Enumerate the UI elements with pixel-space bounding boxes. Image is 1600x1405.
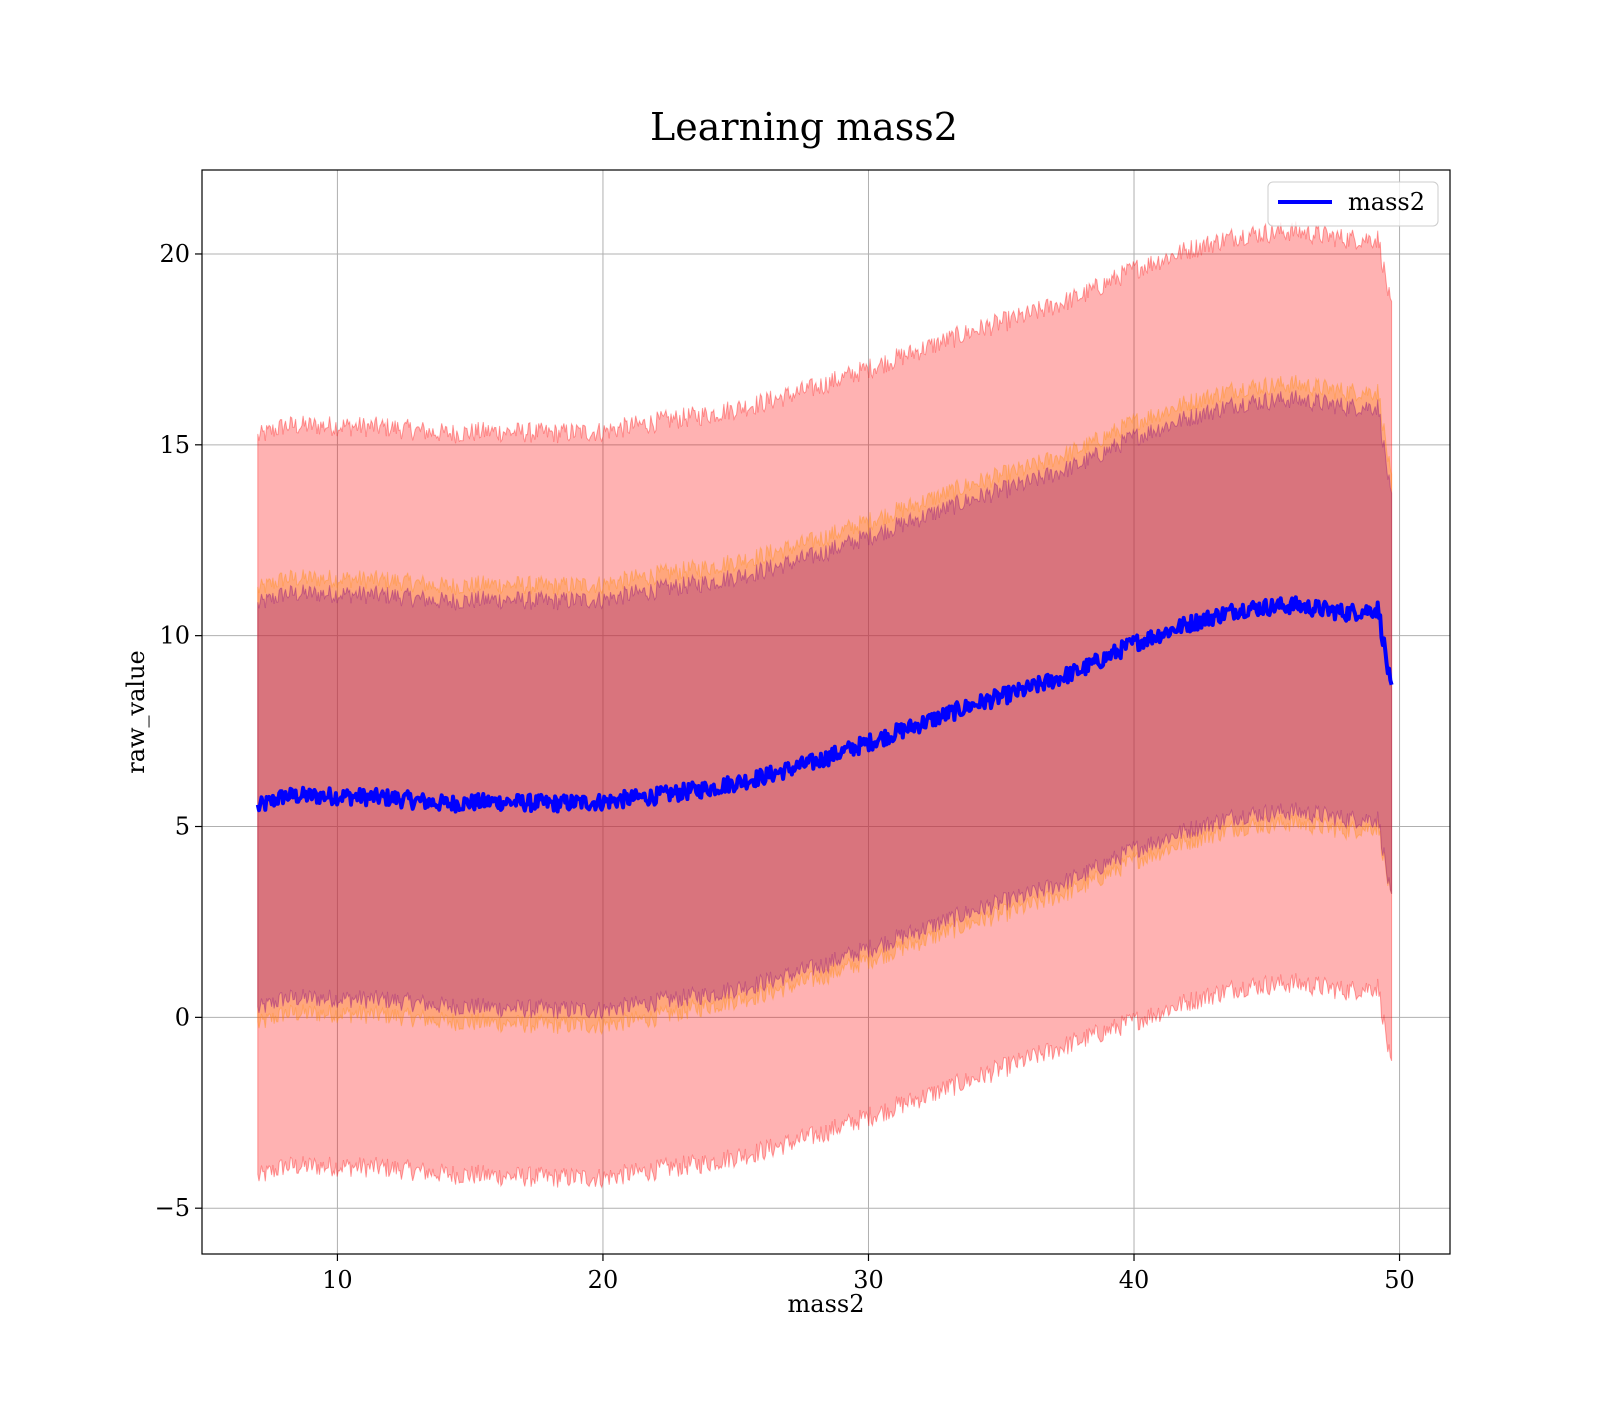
plot-area bbox=[201, 169, 1451, 1255]
y-tick-label: −5 bbox=[155, 1194, 190, 1222]
legend: mass2 bbox=[1267, 181, 1439, 227]
line-layer bbox=[255, 595, 1394, 814]
band-outer bbox=[257, 221, 1393, 1189]
y-tick-label: 15 bbox=[159, 431, 190, 459]
band-inner bbox=[257, 390, 1393, 1020]
x-tick-label: 20 bbox=[588, 1266, 619, 1294]
x-tick-label: 50 bbox=[1384, 1266, 1415, 1294]
y-tick-label: 10 bbox=[159, 622, 190, 650]
grid bbox=[202, 170, 1450, 1254]
y-axis-label: raw_value bbox=[122, 650, 150, 774]
band-mid bbox=[257, 374, 1393, 1036]
series-line-mass2 bbox=[255, 595, 1394, 814]
y-tick-label: 5 bbox=[175, 813, 190, 841]
legend-label: mass2 bbox=[1348, 188, 1425, 216]
y-axis: −5 0 5 10 15 20 bbox=[155, 240, 202, 1222]
plot-background bbox=[202, 170, 1450, 1254]
chart-title: Learning mass2 bbox=[650, 105, 958, 149]
x-axis: 10 20 30 40 50 bbox=[322, 1254, 1415, 1294]
x-tick-label: 30 bbox=[853, 1266, 884, 1294]
y-tick-label: 20 bbox=[159, 240, 190, 268]
legend-box bbox=[1267, 181, 1439, 227]
x-tick-label: 10 bbox=[322, 1266, 353, 1294]
x-tick-label: 40 bbox=[1119, 1266, 1150, 1294]
plot-frame bbox=[201, 169, 1451, 1255]
bands bbox=[257, 221, 1393, 1189]
x-axis-label: mass2 bbox=[788, 1290, 865, 1318]
y-tick-label: 0 bbox=[175, 1003, 190, 1031]
